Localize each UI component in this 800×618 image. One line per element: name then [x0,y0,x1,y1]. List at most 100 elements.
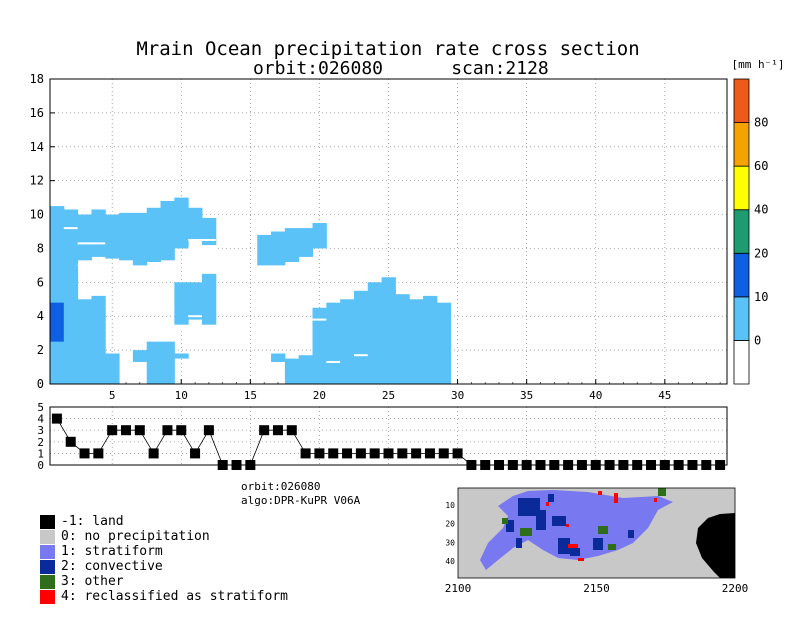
legend-label: 3: other [61,573,124,589]
y-tick-label: 12 [30,174,44,188]
strip-marker [438,448,449,459]
map-frame [457,487,736,579]
legend-swatch [40,589,55,604]
precip-cell [105,353,120,384]
strip-marker [93,448,104,459]
precip-cell [423,295,438,384]
strip-marker [148,448,159,459]
map-convective-patch [516,538,522,548]
gap-line [63,227,78,230]
x-tick-label: 10 [175,389,188,402]
orbit-info: orbit:026080 [241,480,321,493]
gap-line [312,318,327,321]
strip-marker [300,448,311,459]
precip-cell [271,231,286,266]
colorbar-bin [733,165,750,211]
precip-cell [312,223,327,249]
precip-type-legend: -1: land 0: no precipitation 1: stratifo… [40,514,288,604]
map-convective-patch [518,498,540,516]
map-other-patch [520,528,532,536]
precip-cell [257,234,272,266]
precip-cell [271,353,286,362]
strip-marker [120,425,131,436]
legend-label: 0: no precipitation [61,528,210,544]
strip-marker [176,425,187,436]
precip-cell [50,206,65,384]
y-tick-label: 14 [30,140,44,154]
y-tick-label: 2 [37,343,44,357]
precip-cell [105,214,120,259]
orbit-title: orbit:026080 [253,58,383,79]
y-tick-label: 8 [37,241,44,255]
gap-line [174,327,189,330]
precip-cell [353,290,369,384]
precip-cell [160,341,175,384]
colorbar-tick-label: 80 [754,116,768,130]
strip-marker [134,425,145,436]
map-land [696,513,735,578]
map-convective-patch [548,494,554,502]
precip-cell [174,282,189,325]
precip-cell [312,307,327,384]
colorbar-bin [733,252,750,298]
colorbar-unit-label: [mm h⁻¹] [732,58,785,71]
legend-item-reclassified: 4: reclassified as stratiform [40,589,288,604]
precip-cell [146,341,162,384]
strip-marker [314,448,325,459]
colorbar-tick-label: 20 [754,246,768,260]
legend-item-other: 3: other [40,574,288,589]
map-y-tick-label: 40 [445,557,455,566]
x-tick-label: 35 [520,389,533,402]
legend-label: 4: reclassified as stratiform [61,588,288,604]
strip-marker [162,425,173,436]
gap-line [201,259,216,262]
strip-marker [259,425,270,436]
legend-item-convective: 2: convective [40,559,288,574]
strip-marker [107,425,118,436]
gap-line [77,264,92,267]
precip-cell [146,207,162,262]
x-tick-label: 40 [589,389,602,402]
y-tick-label: 6 [37,275,44,289]
precip-cell [77,214,92,261]
colorbar: 0 10 20 40 60 80 [733,78,768,385]
strip-marker [286,425,297,436]
legend-swatch [40,559,55,574]
colorbar-bin [733,78,750,123]
precip-cell [160,201,175,261]
strip-marker [411,448,422,459]
map-reclassified-patch [578,558,584,561]
cross-section-plot: 5 10 15 20 25 30 35 40 45 0 2 4 6 8 10 12 14 16 18 [30,72,727,402]
strip-marker [369,448,380,459]
strip-marker [452,448,463,459]
map-y-tick-label: 10 [445,501,455,510]
precip-cell [188,282,203,320]
strip-marker [51,413,62,424]
precip-cell [188,207,203,240]
legend-swatch [40,574,55,589]
y-tick-label: 4 [37,309,44,323]
colorbar-bin [733,296,750,341]
strip-marker [65,436,76,447]
algo-info: algo:DPR-KuPR V06A [241,494,361,507]
strip-y-tick-label: 5 [37,401,44,414]
map-y-tick-label: 30 [445,538,455,547]
precip-cell [436,302,452,384]
map-convective-patch [552,516,566,526]
gap-line [188,315,202,318]
legend-label: -1: land [61,513,124,529]
y-tick-label: 0 [37,377,44,391]
strip-marker [190,448,201,459]
precip-type-strip-frame [49,406,728,466]
precip-cell [91,295,106,384]
legend-item-stratiform: 1: stratiform [40,544,288,559]
legend-item-no-precipitation: 0: no precipitation [40,529,288,544]
precip-cell [174,353,189,359]
legend-label: 2: convective [61,558,163,574]
x-tick-label: 20 [313,389,326,402]
precip-cell [132,212,148,266]
strip-marker [397,448,408,459]
x-tick-label: 30 [451,389,464,402]
y-tick-label: 10 [30,208,44,222]
colorbar-tick-label: 10 [754,290,768,304]
